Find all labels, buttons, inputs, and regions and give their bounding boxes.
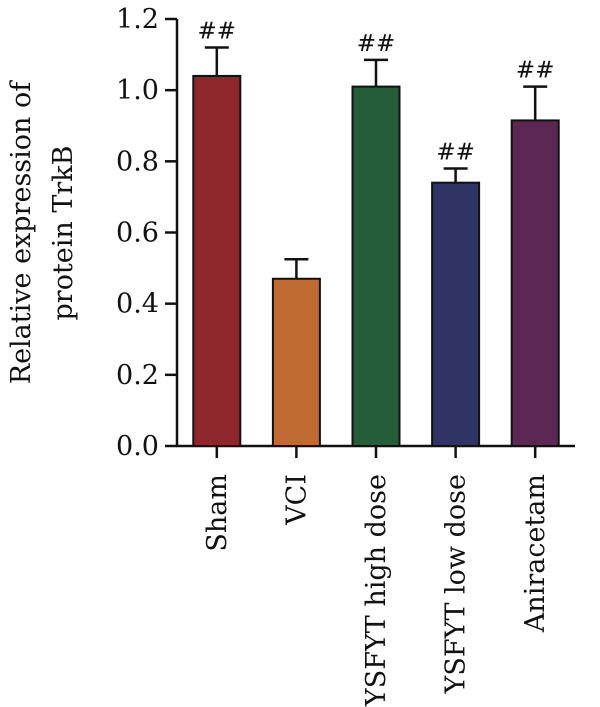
x-tick-label: Aniracetam [520,474,551,633]
x-tick-label: YSFYT high dose [361,474,392,707]
significance-label: ## [516,58,555,84]
y-axis-label-line-1: Relative expression of [6,80,37,385]
bar [271,277,321,447]
y-tick-label: 1.2 [116,4,159,35]
y-tick-label: 1.0 [116,75,159,106]
significance-label: ## [198,18,237,44]
bar [510,119,560,447]
significance-label: ## [357,31,396,57]
x-ticks: Sham VCI YSFYT high dose YSFYT low dose Anir… [202,446,551,707]
bar [192,74,242,448]
y-tick-label: 0.0 [116,431,159,462]
bar [431,181,481,448]
bars: ## ## ## ## [192,18,560,448]
y-tick-label: 0.2 [116,360,159,391]
y-tick-label: 0.4 [116,289,159,320]
y-axis-label: Relative expression of protein TrkB [6,80,79,385]
bar [351,85,401,447]
y-tick-label: 0.6 [116,218,159,249]
significance-label: ## [436,139,475,165]
x-tick-label: YSFYT low dose [441,474,472,694]
y-tick-label: 0.8 [116,146,159,177]
x-tick-label: Sham [202,474,233,552]
y-ticks: 0.0 0.2 0.4 0.6 0.8 1.0 1.2 [116,4,177,462]
x-tick-label: VCI [281,474,312,526]
y-axis-label-line-2: protein TrkB [48,146,79,321]
